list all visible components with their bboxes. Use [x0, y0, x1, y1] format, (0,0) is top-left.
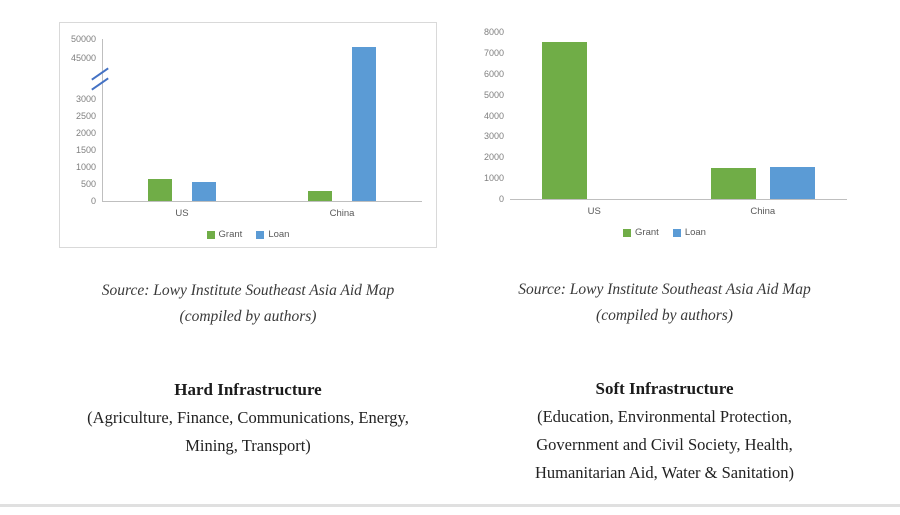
legend-item-grant: Grant — [206, 229, 243, 240]
soft-infrastructure-chart: 0 1000 2000 3000 4000 5000 6000 7000 8000 US China… — [466, 22, 863, 247]
y-axis-line — [102, 39, 103, 201]
legend-swatch-loan — [256, 230, 265, 239]
hard-infrastructure-title-block: Hard Infrastructure (Agriculture, Financ… — [59, 376, 437, 460]
soft-infrastructure-title-block: Soft Infrastructure (Education, Environm… — [466, 375, 863, 487]
y-axis-tick-label: 7000 — [483, 47, 504, 58]
bar-grant-china — [308, 190, 332, 201]
legend-label-grant: Grant — [635, 227, 659, 238]
y-axis-tick-label: 2000 — [483, 152, 504, 163]
source-line-1: Source: Lowy Institute Southeast Asia Ai… — [101, 282, 395, 299]
y-axis-tick-label: 50000 — [70, 34, 96, 44]
hard-infrastructure-source-caption: Source: Lowy Institute Southeast Asia Ai… — [59, 278, 437, 330]
y-axis-tick-label: 2000 — [75, 127, 96, 138]
chart-legend: Grant Loan — [60, 229, 436, 240]
legend-item-grant: Grant — [623, 227, 659, 238]
y-axis-tick-label: 0 — [498, 194, 504, 204]
hard-infrastructure-subtitle-line-2: Mining, Transport) — [185, 436, 311, 455]
bar-loan-us — [192, 181, 216, 201]
bar-loan-china — [352, 46, 376, 201]
y-axis-tick-label: 6000 — [483, 68, 504, 79]
x-axis-label-china: China — [750, 206, 776, 217]
bar-grant-us — [148, 178, 172, 201]
y-axis-tick-label: 5000 — [483, 89, 504, 100]
y-axis-tick-label: 45000 — [70, 52, 96, 63]
y-axis-tick-label: 1500 — [75, 144, 96, 155]
x-axis-line — [102, 201, 422, 202]
legend-label-loan: Loan — [684, 227, 706, 238]
legend-item-loan: Loan — [256, 229, 289, 240]
y-axis-tick-label: 1000 — [75, 161, 96, 172]
bar-grant-us — [542, 42, 588, 199]
chart-legend: Grant Loan — [466, 227, 863, 238]
legend-swatch-grant — [623, 228, 632, 237]
source-line-2: (compiled by authors) — [179, 308, 317, 325]
soft-infrastructure-subtitle-line-2: Government and Civil Society, Health, — [536, 435, 793, 454]
y-axis-tick-label: 4000 — [483, 110, 504, 121]
charts-row: 0 500 1000 1500 2000 2500 3000 45000 50000 US Chin… — [59, 22, 863, 487]
legend-swatch-loan — [672, 228, 681, 237]
y-axis-tick-label: 2500 — [75, 110, 96, 121]
y-axis-tick-label: 0 — [90, 196, 96, 206]
soft-infrastructure-source-caption: Source: Lowy Institute Southeast Asia Ai… — [466, 277, 863, 329]
hard-infrastructure-subtitle-line-1: (Agriculture, Finance, Communications, E… — [87, 408, 409, 427]
x-axis-label-us: US — [175, 208, 189, 219]
y-axis-tick-label: 3000 — [483, 131, 504, 142]
soft-infrastructure-title: Soft Infrastructure — [595, 379, 734, 398]
legend-label-loan: Loan — [268, 229, 290, 240]
source-line-2: (compiled by authors) — [596, 307, 733, 324]
bar-grant-china — [710, 167, 756, 199]
x-axis-label-china: China — [329, 208, 355, 219]
bar-loan-china — [769, 166, 815, 199]
source-line-1: Source: Lowy Institute Southeast Asia Ai… — [518, 281, 811, 298]
y-axis-tick-label: 1000 — [483, 173, 504, 184]
y-axis-tick-label: 500 — [80, 178, 96, 189]
soft-infrastructure-subtitle-line-3: Humanitarian Aid, Water & Sanitation) — [534, 463, 795, 482]
x-axis-label-us: US — [587, 206, 601, 217]
soft-infrastructure-subtitle-line-1: (Education, Environmental Protection, — [537, 407, 792, 426]
legend-label-grant: Grant — [218, 229, 243, 240]
y-axis-tick-label: 3000 — [75, 93, 96, 104]
hard-infrastructure-column: 0 500 1000 1500 2000 2500 3000 45000 50000 US Chin… — [59, 22, 437, 487]
hard-infrastructure-chart: 0 500 1000 1500 2000 2500 3000 45000 50000 US Chin… — [59, 22, 437, 248]
legend-item-loan: Loan — [672, 227, 706, 238]
soft-infrastructure-column: 0 1000 2000 3000 4000 5000 6000 7000 8000 US China… — [466, 22, 863, 487]
y-axis-tick-label: 8000 — [483, 27, 504, 37]
hard-infrastructure-title: Hard Infrastructure — [174, 380, 322, 399]
x-axis-line — [510, 199, 847, 200]
bottom-divider — [0, 504, 900, 507]
legend-swatch-grant — [206, 230, 215, 239]
